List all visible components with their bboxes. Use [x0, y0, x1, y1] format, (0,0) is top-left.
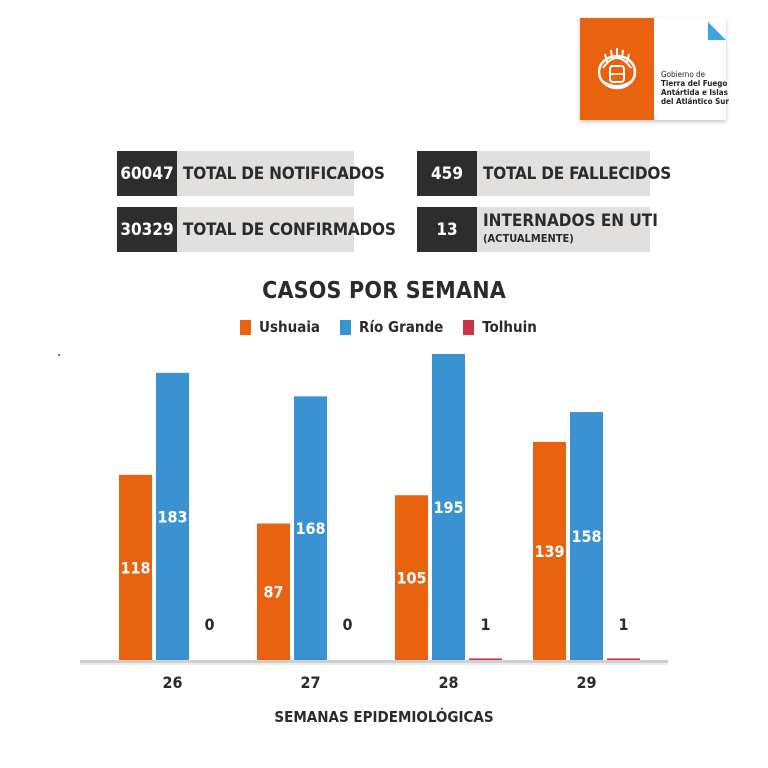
data-label: 158	[571, 527, 601, 546]
stat-label: INTERNADOS EN UTI (ACTUALMENTE)	[477, 210, 658, 247]
legend-swatch	[240, 319, 251, 335]
legend-label: Tolhuin	[482, 318, 537, 336]
stat-notificados: 60047 TOTAL DE NOTIFICADOS	[117, 151, 385, 196]
logo-line: Antártida e Islas	[661, 88, 728, 97]
x-tick-label: 26	[162, 673, 182, 692]
government-logo: Gobierno de Tierra del Fuego Antártida e…	[580, 18, 729, 120]
logo-emblem	[580, 18, 654, 120]
x-tick-label: 27	[300, 673, 320, 692]
bar-tolhuin	[469, 658, 502, 660]
logo-line: Tierra del Fuego	[661, 79, 728, 88]
logo-line: del Atlántico Sur	[661, 97, 729, 106]
legend-item-rio-grande: Río Grande	[340, 318, 443, 336]
bar-ushuaia	[119, 474, 152, 660]
data-label: 168	[295, 519, 325, 538]
stat-label-sub: (ACTUALMENTE)	[483, 231, 574, 245]
data-label: 87	[263, 583, 283, 602]
stat-value: 30329	[117, 207, 177, 252]
bar-ushuaia	[533, 441, 566, 660]
legend-swatch	[340, 319, 352, 335]
data-label: 139	[534, 542, 564, 561]
data-label: 1	[480, 615, 490, 634]
data-label: 1	[618, 615, 628, 634]
data-label: 118	[120, 558, 150, 577]
x-tick-label: 28	[438, 673, 458, 692]
data-label: 195	[433, 498, 463, 517]
logo-text: Gobierno de Tierra del Fuego Antártida e…	[661, 70, 729, 106]
x-tick-label: 29	[576, 673, 596, 692]
stat-label-main: INTERNADOS EN UTI	[483, 210, 658, 231]
data-label: 183	[157, 507, 187, 526]
stray-dot	[58, 354, 60, 356]
stat-uti: 13 INTERNADOS EN UTI (ACTUALMENTE)	[417, 207, 658, 252]
data-label: 0	[342, 615, 352, 634]
stat-label: TOTAL DE CONFIRMADOS	[183, 219, 396, 240]
logo-line: Gobierno de	[661, 70, 706, 79]
data-label: 0	[204, 615, 214, 634]
x-axis-title: SEMANAS EPIDEMIOLÓGICAS	[274, 708, 494, 726]
bar-tolhuin	[607, 658, 640, 660]
chart-legend: Ushuaia Río Grande Tolhuin	[240, 318, 557, 336]
stat-confirmados: 30329 TOTAL DE CONFIRMADOS	[117, 207, 396, 252]
bar-rio-grande	[294, 396, 327, 660]
stat-value: 459	[417, 151, 477, 196]
legend-swatch	[463, 319, 475, 335]
corner-triangle-icon	[708, 22, 726, 40]
legend-label: Río Grande	[359, 318, 444, 336]
stat-value: 60047	[117, 151, 177, 196]
bar-ushuaia	[257, 523, 290, 660]
stat-label: TOTAL DE NOTIFICADOS	[183, 163, 385, 184]
bar-rio-grande	[570, 412, 603, 660]
bar-ushuaia	[395, 495, 428, 660]
legend-item-ushuaia: Ushuaia	[240, 318, 320, 336]
chart-title: CASOS POR SEMANA	[262, 278, 506, 304]
x-axis-baseline	[80, 660, 668, 663]
bar-rio-grande	[432, 354, 465, 660]
coat-of-arms-icon	[597, 48, 637, 90]
bar-rio-grande	[156, 372, 189, 660]
stat-value: 13	[417, 207, 477, 252]
stat-label: TOTAL DE FALLECIDOS	[483, 163, 672, 184]
legend-item-tolhuin: Tolhuin	[463, 318, 537, 336]
stat-fallecidos: 459 TOTAL DE FALLECIDOS	[417, 151, 671, 196]
legend-label: Ushuaia	[259, 318, 321, 336]
data-label: 105	[396, 569, 426, 588]
x-axis-baseline-shadow	[80, 663, 668, 665]
